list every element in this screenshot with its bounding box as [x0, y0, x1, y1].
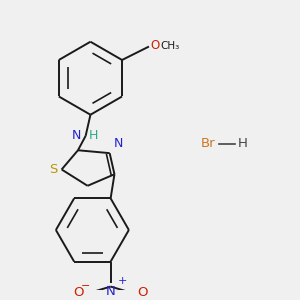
Text: −: −: [81, 280, 90, 291]
Text: N: N: [113, 137, 123, 150]
Text: CH₃: CH₃: [160, 40, 180, 51]
Text: N: N: [106, 285, 116, 298]
Text: H: H: [88, 129, 98, 142]
Text: S: S: [50, 163, 58, 176]
Text: N: N: [71, 129, 81, 142]
Text: O: O: [151, 39, 160, 52]
Text: O: O: [137, 286, 148, 299]
Text: O: O: [73, 286, 84, 299]
Text: +: +: [117, 276, 127, 286]
Text: Br: Br: [200, 137, 215, 150]
Text: H: H: [237, 137, 247, 150]
